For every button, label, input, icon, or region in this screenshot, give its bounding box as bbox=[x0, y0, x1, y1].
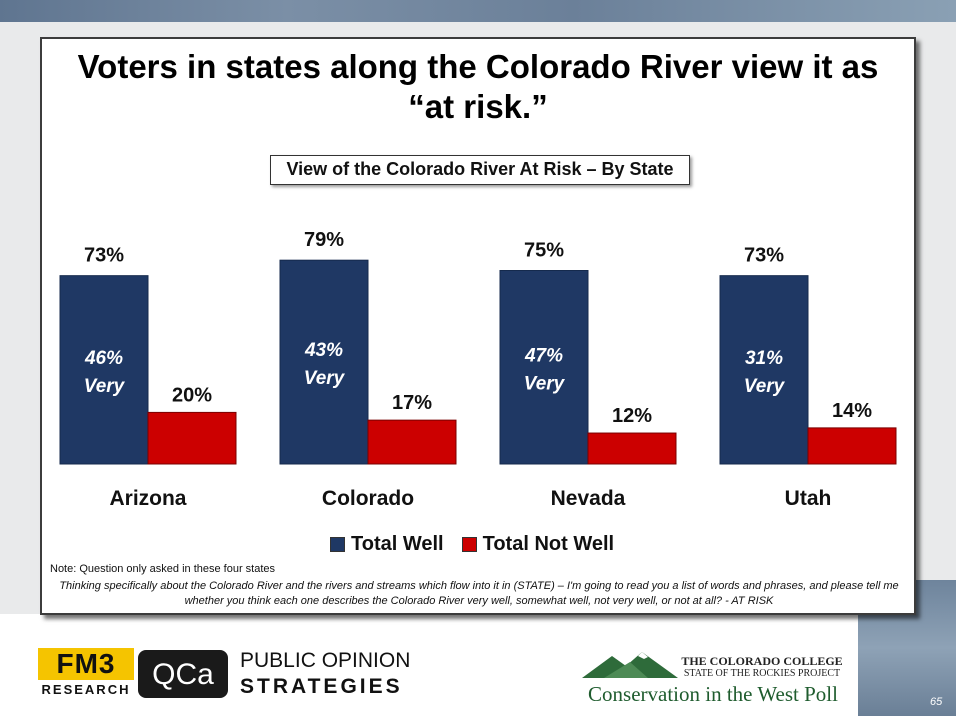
page-number: 65 bbox=[930, 696, 943, 708]
category-label-utah: Utah bbox=[785, 487, 832, 510]
category-label-colorado: Colorado bbox=[322, 487, 414, 510]
data-label-total-not-well-utah: 14% bbox=[832, 400, 872, 422]
legend-item-total-not-well: Total Not Well bbox=[461, 532, 615, 556]
qca-logo: QCa bbox=[138, 650, 228, 698]
bar-total-not-well-arizona bbox=[147, 411, 237, 465]
very-percent-label-nevada: 47% bbox=[524, 345, 563, 366]
pos-logo-line1: PUBLIC OPINION bbox=[240, 649, 411, 672]
data-label-total-not-well-arizona: 20% bbox=[172, 384, 212, 406]
legend-swatch-total-well bbox=[330, 536, 345, 552]
bar-total-well-arizona bbox=[59, 275, 149, 465]
legend-label-total-well: Total Well bbox=[351, 532, 444, 555]
slide-panel: Voters in states along the Colorado Rive… bbox=[40, 37, 916, 615]
slide-title: Voters in states along the Colorado Rive… bbox=[42, 47, 914, 127]
data-label-total-not-well-colorado: 17% bbox=[392, 392, 432, 414]
bar-total-well-colorado bbox=[279, 259, 369, 465]
qca-logo-text: QCa bbox=[152, 658, 214, 691]
data-label-total-well-nevada: 75% bbox=[524, 240, 564, 262]
category-label-arizona: Arizona bbox=[109, 487, 186, 510]
bar-total-well-nevada bbox=[499, 270, 589, 465]
rockies-project-name: STATE OF THE ROCKIES PROJECT bbox=[683, 668, 841, 679]
bar-total-not-well-colorado bbox=[367, 419, 457, 465]
data-label-total-not-well-nevada: 12% bbox=[612, 405, 652, 427]
pos-logo-line2: STRATEGIES bbox=[240, 675, 403, 698]
very-word-label-nevada: Very bbox=[524, 373, 566, 394]
very-word-label-utah: Very bbox=[744, 376, 786, 397]
very-word-label-arizona: Very bbox=[84, 376, 126, 397]
category-label-nevada: Nevada bbox=[551, 487, 626, 510]
legend-label-total-not-well: Total Not Well bbox=[482, 532, 615, 555]
data-label-total-well-utah: 73% bbox=[744, 245, 784, 267]
slide-title-line1: Voters in states along the Colorado Rive… bbox=[77, 48, 879, 85]
conservation-poll-name: Conservation in the West Poll bbox=[588, 682, 838, 706]
data-label-total-well-colorado: 79% bbox=[304, 229, 344, 251]
legend-swatch-total-not-well bbox=[461, 536, 477, 552]
top-decorative-band bbox=[0, 0, 956, 22]
very-percent-label-utah: 31% bbox=[745, 348, 783, 369]
bar-chart: 73% 20% 46% Very Arizona 79% 17% 43% Very Colorad… bbox=[59, 229, 897, 510]
question-text: Thinking specifically about the Colorado… bbox=[59, 580, 899, 607]
fm3-logo-mark: FM3 bbox=[38, 648, 134, 680]
very-word-label-colorado: Very bbox=[304, 368, 346, 389]
bar-total-not-well-nevada bbox=[587, 432, 677, 465]
colorado-college-logo: THE COLORADO COLLEGE STATE OF THE ROCKIE… bbox=[582, 644, 852, 708]
qca-logo-mark: QCa bbox=[152, 658, 214, 691]
very-percent-label-colorado: 43% bbox=[304, 340, 343, 361]
legend-item-total-well: Total Well bbox=[330, 533, 444, 556]
fm3-research-logo: FM3 RESEARCH bbox=[38, 648, 134, 700]
slide-title-line2: “at risk.” bbox=[408, 88, 548, 125]
fm3-logo-subtext: RESEARCH bbox=[41, 682, 131, 697]
chart-title: View of the Colorado River At Risk – By … bbox=[270, 155, 690, 185]
bar-total-not-well-utah bbox=[807, 427, 897, 465]
footnote: Note: Question only asked in these four … bbox=[50, 563, 276, 575]
bar-total-well-utah bbox=[719, 275, 809, 465]
public-opinion-strategies-logo: PUBLIC OPINION STRATEGIES bbox=[240, 648, 410, 700]
data-label-total-well-arizona: 73% bbox=[84, 245, 124, 267]
chart-legend: Total Well Total Not Well bbox=[330, 531, 632, 557]
mountain-icon bbox=[582, 652, 678, 678]
very-percent-label-arizona: 46% bbox=[84, 348, 123, 369]
colorado-college-name: THE COLORADO COLLEGE bbox=[681, 654, 843, 668]
